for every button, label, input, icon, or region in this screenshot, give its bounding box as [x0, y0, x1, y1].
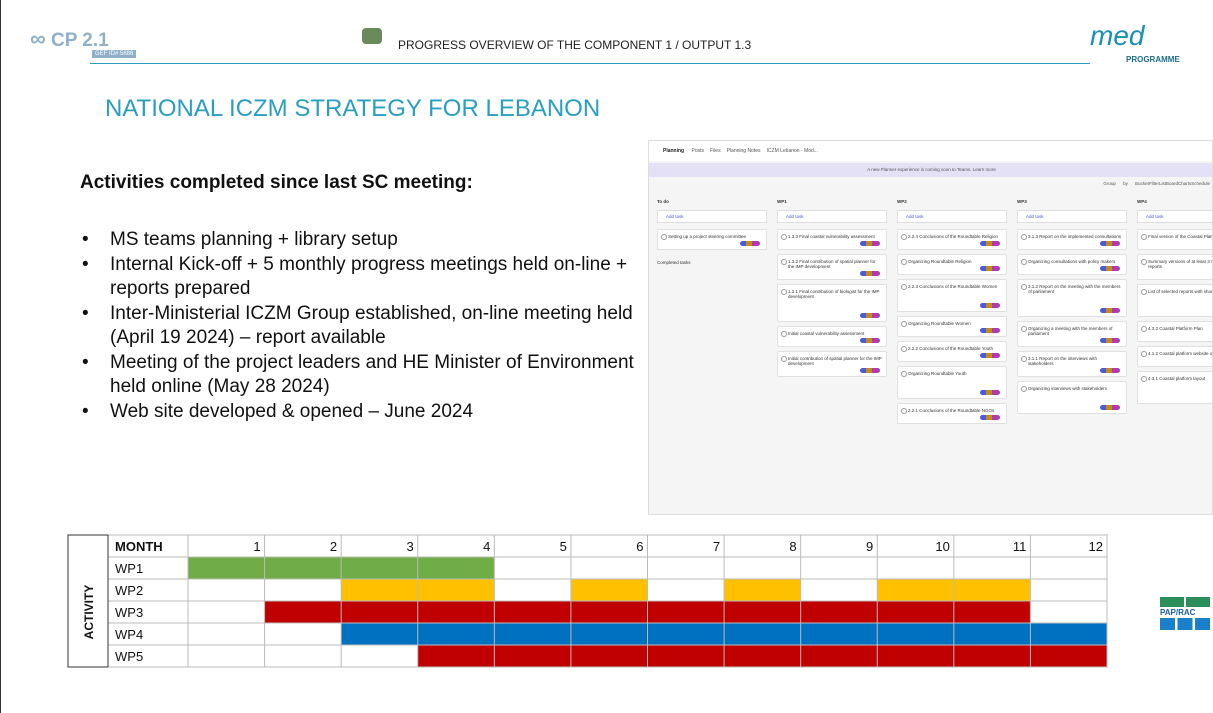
logo-right: med [1090, 20, 1144, 52]
activity-bar [418, 645, 1107, 667]
task-card: Organizing Roundtable Youth [897, 366, 1007, 399]
task-card: 2.2.3 Conclusions of the Roundtable Wome… [897, 279, 1007, 312]
task-card: Organizing interviews with stakeholders [1017, 381, 1127, 414]
header-title: PROGRESS OVERVIEW OF THE COMPONENT 1 / O… [398, 38, 751, 52]
bucket-name: WP2 [897, 199, 1007, 204]
row-label: WP4 [115, 627, 143, 642]
row-label: WP3 [115, 605, 143, 620]
task-card: List of selected reports with short desc… [1137, 284, 1213, 317]
month-label: 2 [330, 539, 337, 554]
task-card: 2.2.4 Conclusions of the Roundtable Reli… [897, 229, 1007, 250]
logo-left: ∞ CP 2.1 [30, 26, 109, 52]
activity-bar [724, 579, 801, 601]
task-card: 3.1.1 Report on the interviews with stak… [1017, 351, 1127, 377]
bucket: WP2 Add task 2.2.4 Conclusions of the Roun… [897, 199, 1007, 428]
planner-topbar: Planning Posts Files Planning Notes ICZM Le… [649, 141, 1213, 161]
logo-sub: GEF ID# 5686 [92, 50, 136, 58]
slide: ∞ CP 2.1 GEF ID# 5686 PROGRESS OVERVIEW … [0, 0, 1213, 713]
task-card: 3.1.3 Report on the implemented consulta… [1017, 229, 1127, 250]
month-label: 12 [1089, 539, 1103, 554]
toolbar: Group by BucketFilterListBoardChartsSche… [1103, 181, 1210, 186]
tab: ICZM Lebanon - Mod... [767, 148, 818, 154]
task-card: 4.3.1 Coastal platform layout [1137, 371, 1213, 404]
planner-screenshot: Planning Posts Files Planning Notes ICZM Le… [648, 140, 1213, 515]
app-name: Planning [663, 148, 684, 154]
toolbar-item: List [1159, 181, 1166, 186]
tab: Files [710, 148, 721, 154]
month-label: 11 [1013, 539, 1027, 554]
bucket-name: WP4 [1137, 199, 1213, 204]
task-card: Organizing a meeting with the members of… [1017, 321, 1127, 347]
row-label: WP5 [115, 649, 143, 664]
task-card: Organizing Roundtable Women [897, 316, 1007, 337]
task-card: 1.3.3 Final coastal vulnerability assess… [777, 229, 887, 250]
month-label: 3 [407, 539, 414, 554]
emblem [362, 28, 382, 44]
add-task: Add task [777, 210, 887, 223]
footer-logo-text: PAP/RAC [1160, 607, 1210, 618]
task-card: Organizing consultations with policy mak… [1017, 254, 1127, 275]
logo-right-sub: PROGRAMME [1126, 55, 1180, 64]
row-label: WP1 [115, 561, 143, 576]
add-task: Add task [1017, 210, 1127, 223]
month-label: 9 [866, 539, 873, 554]
task-card: 1.2.1 Final contribution of biologist fo… [777, 284, 887, 322]
month-label: 7 [713, 539, 720, 554]
task-card: 4.3.2 Coastal Platform Plan [1137, 321, 1213, 342]
month-label: 6 [636, 539, 643, 554]
month-label: 10 [935, 539, 949, 554]
toolbar-item: Charts [1178, 181, 1191, 186]
month-header: MONTH [115, 539, 163, 554]
banner: A new Planner experience is coming soon … [649, 163, 1213, 177]
month-label: 8 [789, 539, 796, 554]
toolbar-item: Board [1166, 181, 1178, 186]
tab: Posts [692, 148, 705, 154]
bucket: To do Add task Setting up a project steeri… [657, 199, 767, 265]
subtitle: Activities completed since last SC meeti… [80, 172, 473, 194]
header-rule [90, 63, 1090, 64]
month-label: 4 [483, 539, 490, 554]
slide-title: NATIONAL ICZM STRATEGY FOR LEBANON [105, 95, 600, 123]
row-label: WP2 [115, 583, 143, 598]
add-task: Add task [657, 210, 767, 223]
toolbar-item: Group by Bucket [1103, 181, 1149, 186]
bucket: WP1 Add task 1.3.3 Final coastal vulnerabi… [777, 199, 887, 381]
task-card: Organizing Roundtable Religion [897, 254, 1007, 275]
bucket: WP4 Add task Final version of the Coastal … [1137, 199, 1213, 408]
footer-logo: PAP/RAC [1160, 597, 1210, 637]
task-card: 2.2.2 Conclusions of the Roundtable Yout… [897, 341, 1007, 362]
logo-text: CP 2.1 [51, 30, 109, 51]
task-card: Summary versions of at least 3 selected … [1137, 254, 1213, 280]
task-card: 4.1.2 Coastal platform website operating [1137, 346, 1213, 367]
month-label: 1 [253, 539, 260, 554]
activity-bar [571, 579, 648, 601]
tab: Planning Notes [727, 148, 761, 154]
bucket-name: WP3 [1017, 199, 1127, 204]
bucket-name: To do [657, 199, 767, 204]
bullet: Web site developed & opened – June 2024 [78, 400, 648, 425]
completed-tasks: Completed tasks [657, 260, 767, 265]
task-card: 1.3.2 Final contribution of spatial plan… [777, 254, 887, 280]
bullet-list: MS teams planning + library setupInterna… [78, 228, 648, 424]
toolbar-item: Schedule [1191, 181, 1210, 186]
bucket-name: WP1 [777, 199, 887, 204]
bullet: Meeting of the project leaders and HE Mi… [78, 351, 648, 400]
bullet: Inter-Ministerial ICZM Group established… [78, 302, 648, 351]
add-task: Add task [1137, 210, 1213, 223]
add-task: Add task [897, 210, 1007, 223]
task-card: Initial coastal vulnerability assessment [777, 326, 887, 347]
bullet: MS teams planning + library setup [78, 228, 648, 253]
task-card: Setting up a project steering committee [657, 229, 767, 250]
task-card: 2.2.1 Conclusions of the Roundtable NGOs [897, 403, 1007, 424]
axis-label: ACTIVITY [82, 585, 96, 640]
bullet: Internal Kick-off + 5 monthly progress m… [78, 253, 648, 302]
task-card: Final version of the Coastal Platform we… [1137, 229, 1213, 250]
task-card: 3.1.2 Report on the meeting with the mem… [1017, 279, 1127, 317]
task-card: Initial contribution of spatial planner … [777, 351, 887, 377]
bucket: WP3 Add task 3.1.3 Report on the implement… [1017, 199, 1127, 418]
month-label: 5 [560, 539, 567, 554]
toolbar-item: Filter [1149, 181, 1159, 186]
